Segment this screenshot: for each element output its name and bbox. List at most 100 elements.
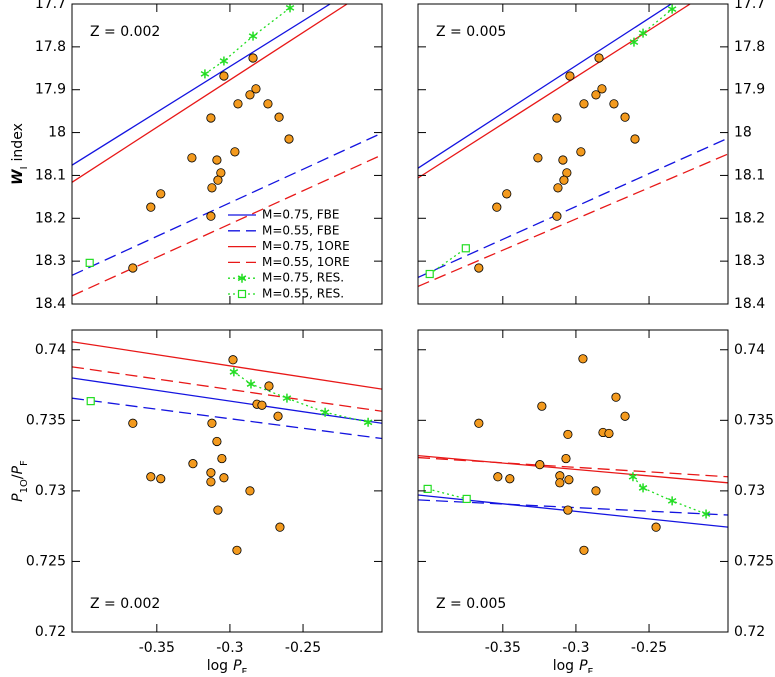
data-point (555, 478, 565, 488)
data-point (264, 381, 274, 391)
series-line (418, 153, 728, 288)
label-part: log (553, 658, 574, 673)
data-point (474, 418, 484, 428)
label-part: I (19, 166, 30, 169)
star-marker (701, 509, 711, 519)
data-point (552, 113, 562, 123)
label-part: W (10, 169, 26, 185)
y-tick-label: 18.4 (35, 296, 66, 312)
y-tick-label: 18.2 (35, 210, 66, 226)
series-line (72, 4, 348, 183)
star-marker (200, 69, 210, 79)
star-marker (248, 31, 258, 41)
x-tick-label: -0.3 (216, 640, 243, 656)
data-point (275, 522, 285, 532)
data-point (187, 153, 197, 163)
star-marker (667, 496, 677, 506)
series-line (418, 4, 672, 169)
data-point (206, 113, 216, 123)
data-point (284, 134, 294, 144)
y-tick-label: 0.72 (35, 624, 66, 640)
panel (418, 4, 728, 288)
data-point (274, 112, 284, 122)
data-point (212, 436, 222, 447)
x-tick-label: -0.35 (485, 640, 521, 656)
label-part: F (588, 667, 594, 674)
data-point (206, 477, 216, 487)
data-point (630, 134, 640, 144)
series-line (204, 7, 291, 75)
annotation: Z = 0.005 (436, 24, 506, 40)
data-point (565, 71, 575, 81)
y-tick-label: 18.3 (35, 253, 66, 269)
data-point (230, 147, 240, 157)
annotation: Z = 0.002 (90, 596, 160, 612)
y-tick-label: 0.725 (26, 553, 66, 569)
legend-label: M=0.75, 1ORE (262, 239, 350, 253)
data-point (128, 418, 138, 428)
series-line (429, 247, 467, 275)
data-point (128, 263, 138, 273)
y-tick-label: 18 (734, 125, 752, 141)
data-point (206, 211, 216, 221)
x-tick-label: -0.25 (285, 640, 321, 656)
legend-label: M=0.55, FBE (262, 223, 339, 237)
star-marker (237, 273, 247, 283)
y-tick-label: 0.73 (35, 483, 66, 499)
series-line (418, 456, 728, 478)
data-point (553, 183, 563, 193)
series-line (633, 8, 673, 43)
y-tick-label: 0.72 (734, 624, 765, 640)
y-tick-label: 0.735 (734, 412, 774, 428)
data-point (564, 475, 574, 485)
data-point (591, 486, 601, 496)
data-point (505, 474, 515, 484)
star-marker (285, 4, 295, 13)
label-part: 1O (19, 479, 30, 493)
x-tick-label: -0.35 (139, 640, 175, 656)
data-point (576, 147, 586, 157)
label-part: / (10, 474, 26, 479)
star-marker (320, 407, 330, 417)
series-line (72, 4, 331, 166)
x-tick-label: -0.25 (631, 640, 667, 656)
star-marker (628, 472, 638, 482)
legend-label: M=0.55, RES. (262, 287, 344, 301)
series-line (72, 366, 382, 412)
data-point (219, 71, 229, 81)
series-line (72, 397, 382, 440)
series-line (418, 137, 728, 279)
plot-frame (71, 329, 383, 633)
series-line (418, 454, 728, 484)
star-marker (282, 393, 292, 403)
data-point (156, 474, 166, 484)
y-tick-label: 18.1 (734, 167, 765, 183)
label-part: log (207, 658, 228, 673)
label-part: P (579, 658, 588, 673)
data-point (563, 429, 573, 440)
series-line (233, 371, 369, 423)
star-marker (219, 56, 229, 66)
data-point (474, 263, 484, 273)
data-point (248, 53, 258, 63)
y-axis-label: P1O/PF (10, 460, 30, 502)
y-tick-label: 17.7 (35, 0, 66, 12)
data-point (552, 211, 562, 221)
data-point (597, 84, 607, 94)
square-marker (423, 484, 432, 494)
square-marker (85, 258, 94, 267)
data-point (219, 473, 229, 483)
data-point (563, 505, 573, 515)
data-point (594, 53, 604, 63)
data-point (620, 112, 630, 122)
plot-frame (417, 3, 729, 305)
y-tick-label: 17.9 (734, 82, 765, 98)
data-point (273, 411, 283, 421)
label-part: F (242, 667, 248, 674)
square-marker (461, 244, 470, 253)
series-line (72, 341, 382, 390)
data-point (591, 90, 601, 100)
data-point (213, 175, 223, 185)
data-point (559, 175, 569, 185)
y-tick-label: 17.7 (734, 0, 765, 12)
